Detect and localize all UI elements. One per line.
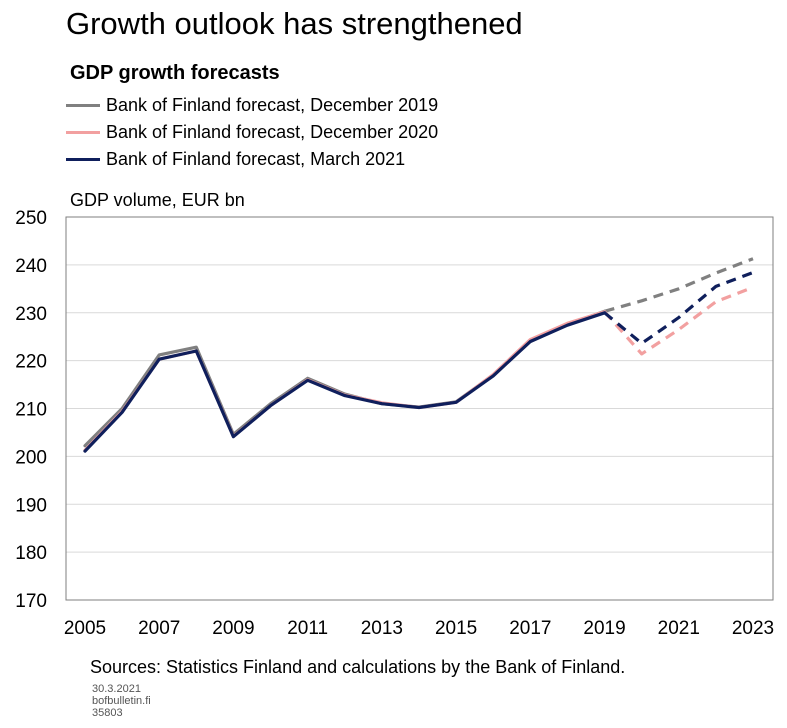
sources-note: Sources: Statistics Finland and calculat…	[90, 657, 626, 677]
publication-meta: 30.3.2021 bofbulletin.fi 35803	[92, 683, 151, 719]
y-tick-label: 170	[15, 591, 47, 612]
series-line-0	[83, 309, 607, 448]
legend-swatch	[66, 131, 100, 134]
x-tick-label: 2013	[361, 618, 403, 639]
legend: Bank of Finland forecast, December 2019 …	[66, 92, 438, 173]
legend-swatch	[66, 158, 100, 161]
legend-label: Bank of Finland forecast, December 2020	[106, 122, 439, 142]
x-tick-label: 2021	[658, 618, 700, 639]
y-tick-label: 240	[15, 256, 47, 277]
gdp-line-chart: 170 180 190 200 210 220 230 240 250 2005 2007 2009 2…	[15, 208, 774, 639]
series-forecast-line-0	[604, 257, 754, 313]
legend-label: Bank of Finland forecast, March 2021	[106, 149, 406, 169]
x-tick-label: 2009	[212, 618, 254, 639]
y-axis-label: GDP volume, EUR bn	[70, 190, 245, 210]
series-line-2	[83, 311, 607, 453]
x-tick-label: 2019	[583, 618, 625, 639]
chart-code: 35803	[92, 707, 123, 719]
legend-item-dec-2019: Bank of Finland forecast, December 2019	[66, 92, 438, 119]
legend-item-dec-2020: Bank of Finland forecast, December 2020	[66, 119, 438, 146]
chart-subtitle: GDP growth forecasts	[70, 62, 280, 84]
series-forecast-line-2	[603, 271, 754, 345]
chart-title: Growth outlook has strengthened	[66, 6, 523, 41]
publication-date: 30.3.2021	[92, 683, 141, 695]
x-tick-label: 2007	[138, 618, 180, 639]
series-forecast-line-1	[603, 285, 754, 356]
legend-item-mar-2021: Bank of Finland forecast, March 2021	[66, 146, 438, 173]
plot-frame	[65, 216, 774, 601]
legend-label: Bank of Finland forecast, December 2019	[106, 95, 439, 115]
y-tick-label: 230	[15, 304, 47, 325]
series-line-1	[83, 310, 607, 452]
y-tick-label: 220	[15, 352, 47, 373]
y-tick-label: 180	[15, 543, 47, 564]
publication-site: bofbulletin.fi	[92, 695, 151, 707]
x-tick-label: 2005	[64, 618, 106, 639]
y-tick-label: 200	[15, 447, 47, 468]
y-tick-label: 190	[15, 495, 47, 516]
x-tick-label: 2017	[509, 618, 551, 639]
y-tick-label: 250	[15, 208, 47, 229]
y-tick-label: 210	[15, 400, 47, 421]
x-tick-label: 2011	[287, 618, 328, 639]
x-tick-label: 2023	[732, 618, 774, 639]
legend-swatch	[66, 104, 100, 107]
x-tick-label: 2015	[435, 618, 477, 639]
